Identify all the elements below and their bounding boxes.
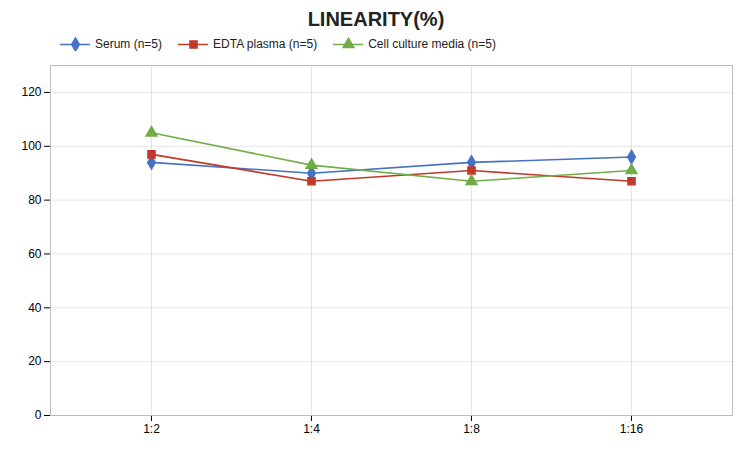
svg-text:1:2: 1:2 [143,422,160,436]
svg-text:1:4: 1:4 [303,422,320,436]
html-text:LINEARITY(%): LINEARITY(%) [307,8,445,30]
svg-text:100: 100 [21,139,41,153]
svg-text:1:8: 1:8 [463,422,480,436]
svg-text:80: 80 [28,193,42,207]
svg-text:20: 20 [28,354,42,368]
svg-text:0: 0 [35,408,42,422]
svg-text:120: 120 [21,85,41,99]
html-text:EDTA plasma (n=5): EDTA plasma (n=5) [213,37,318,51]
html-text:Serum (n=5): Serum (n=5) [95,37,162,51]
svg-text:60: 60 [28,247,42,261]
html-text:Cell culture media (n=5): Cell culture media (n=5) [368,37,496,51]
svg-text:1:16: 1:16 [620,422,644,436]
svg-text:40: 40 [28,301,42,315]
